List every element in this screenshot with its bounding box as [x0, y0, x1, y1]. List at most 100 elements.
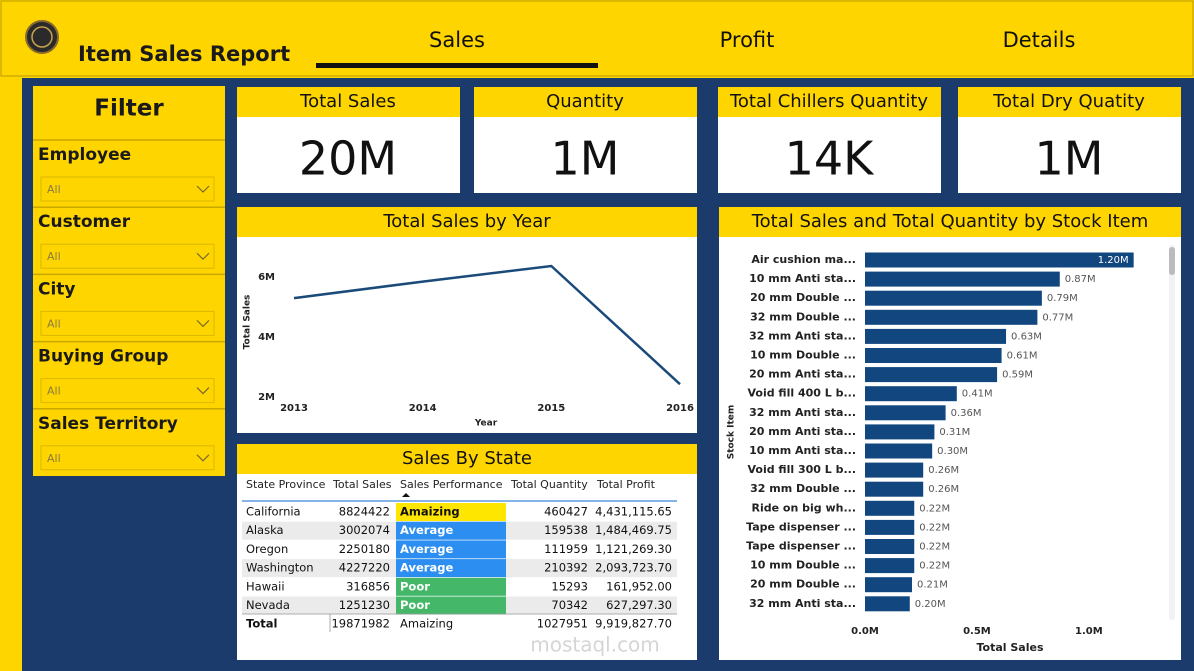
table-header[interactable]: Total Sales: [332, 478, 392, 491]
table-cell: 210392: [544, 561, 588, 575]
table-cell: Oregon: [246, 542, 288, 556]
x-tick-label: 2015: [537, 403, 565, 414]
bar[interactable]: [865, 539, 915, 554]
kpi-title-band: [237, 87, 460, 117]
y-axis-label: Stock Item: [727, 405, 737, 460]
bar[interactable]: [865, 328, 1007, 344]
kpi-title: Total Dry Quatity: [992, 91, 1145, 112]
bar[interactable]: [865, 348, 1002, 363]
dropdown-chevron: [196, 185, 210, 193]
bar-category-label: Air cushion ma...: [751, 253, 856, 266]
table-cell: 460427: [544, 505, 588, 519]
performance-cell: [396, 559, 506, 578]
table-cell: 111959: [544, 542, 588, 556]
table-total: Amaizing: [400, 617, 453, 631]
x-axis-label: Year: [474, 419, 498, 429]
bar-value-label: 1.20M: [1098, 255, 1129, 266]
filter-dropdown[interactable]: [40, 243, 215, 269]
bar-value-label: 0.36M: [951, 408, 982, 419]
x-tick-label: 1.0M: [1075, 626, 1103, 637]
bar[interactable]: [865, 405, 946, 421]
bar-category-label: 32 mm Double ...: [750, 482, 856, 495]
table-cell: 2,093,723.70: [595, 561, 672, 575]
dropdown-chevron: [196, 454, 210, 462]
table-cell: Poor: [400, 598, 430, 612]
bar-value-label: 0.22M: [919, 561, 950, 572]
report-title: Item Sales Report: [78, 42, 290, 66]
bar[interactable]: [865, 462, 924, 478]
kpi-value: 14K: [785, 132, 876, 186]
kpi-title: Total Sales: [299, 91, 396, 112]
bar-category-label: 10 mm Anti sta...: [749, 444, 856, 457]
bar-category-label: Void fill 400 L b...: [747, 387, 856, 400]
bar-value-label: 0.79M: [1047, 293, 1078, 304]
filter-label: Buying Group: [38, 347, 168, 367]
filter-dropdown[interactable]: [40, 176, 215, 202]
bar-value-label: 0.30M: [937, 446, 968, 457]
table-cell: 70342: [551, 598, 588, 612]
chart-panel: [237, 207, 697, 433]
bar-value-label: 0.61M: [1007, 351, 1038, 362]
scrollbar-thumb[interactable]: [1169, 247, 1175, 275]
filter-value: All: [47, 250, 61, 263]
bar[interactable]: [865, 519, 915, 535]
table-header[interactable]: Sales Performance: [400, 478, 503, 491]
bar-category-label: 32 mm Anti sta...: [749, 329, 856, 342]
table-header[interactable]: Total Profit: [596, 478, 656, 491]
bar[interactable]: [865, 271, 1060, 287]
chart-title: Total Sales and Total Quantity by Stock …: [751, 211, 1149, 232]
table-cell: 3002074: [339, 523, 390, 537]
table-cell: Average: [400, 523, 453, 537]
bar-category-label: 20 mm Anti sta...: [749, 368, 856, 381]
nav-tab[interactable]: Sales: [429, 28, 485, 52]
bar-category-label: 10 mm Double ...: [750, 559, 856, 572]
bar[interactable]: [865, 367, 998, 383]
y-tick-label: 6M: [258, 272, 275, 283]
scrollbar-track: [1169, 245, 1175, 620]
bar[interactable]: [865, 252, 1134, 268]
y-tick-label: 4M: [258, 332, 275, 343]
table-total: 1027951: [537, 617, 588, 631]
y-tick-label: 2M: [258, 392, 275, 403]
nav-tab[interactable]: Profit: [720, 28, 775, 52]
filter-value: All: [47, 183, 61, 196]
table-cell: Amaizing: [400, 505, 460, 519]
bar-value-label: 0.59M: [1002, 370, 1033, 381]
bar-value-label: 0.63M: [1011, 331, 1042, 342]
bar[interactable]: [865, 577, 913, 593]
table-cell: 2250180: [339, 542, 390, 556]
table-total: Total: [246, 617, 277, 631]
x-tick-label: 2016: [666, 403, 694, 414]
filter-label: City: [38, 279, 76, 299]
bar[interactable]: [865, 558, 915, 574]
table-header[interactable]: State Province: [246, 478, 326, 491]
table-header[interactable]: Total Quantity: [510, 478, 588, 491]
kpi-value: 20M: [299, 132, 397, 186]
bar[interactable]: [865, 443, 933, 459]
logo: [25, 20, 59, 54]
sort-indicator: [402, 493, 410, 497]
bar-value-label: 0.22M: [919, 503, 950, 514]
table-total: 9,919,827.70: [595, 617, 672, 631]
filter-value: All: [47, 385, 61, 398]
bar[interactable]: [865, 596, 910, 612]
filter-dropdown[interactable]: [40, 310, 215, 336]
nav-tab[interactable]: Details: [1003, 28, 1076, 52]
bar[interactable]: [865, 309, 1038, 325]
bar[interactable]: [865, 424, 935, 440]
bar-category-label: Void fill 300 L b...: [747, 463, 856, 476]
bar-category-label: 10 mm Anti sta...: [749, 272, 856, 285]
performance-cell: [396, 540, 506, 559]
x-tick-label: 0.5M: [963, 626, 991, 637]
bar[interactable]: [865, 290, 1042, 306]
table-cell: Alaska: [246, 523, 284, 537]
filter-dropdown[interactable]: [40, 445, 215, 471]
bar-value-label: 0.41M: [962, 389, 993, 400]
bar-category-label: 32 mm Double ...: [750, 310, 856, 323]
bar[interactable]: [865, 386, 957, 402]
filter-dropdown[interactable]: [40, 378, 215, 404]
bar[interactable]: [865, 481, 924, 497]
bar[interactable]: [865, 500, 915, 516]
